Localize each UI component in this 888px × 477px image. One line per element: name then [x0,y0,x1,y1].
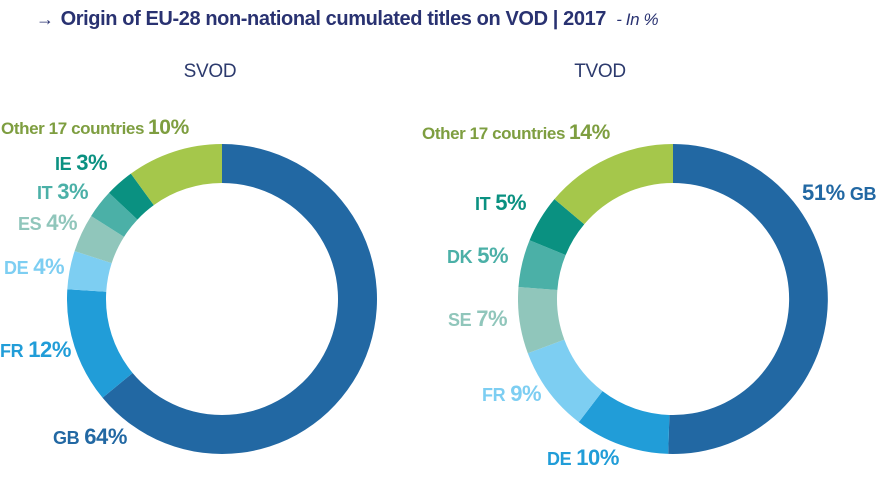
svod-label-it: IT 3% [37,179,89,204]
svod-donut-chart [67,144,377,454]
tvod-label-dk: DK 5% [447,243,509,268]
svod-slice-other-17-countries [130,144,222,206]
svod-label-other-pct: 10% [148,116,189,139]
svod-label-other: Other 17 countries 10% [1,117,189,138]
svod-label-de-name: DE [4,258,29,278]
tvod-donut-chart [518,144,828,454]
svod-label-gb-name: GB [53,428,80,448]
page-title: → Origin of EU-28 non-national cumulated … [36,8,659,31]
tvod-label-fr: FR 9% [482,381,542,406]
svod-chart-title: SVOD [183,61,237,82]
arrow-icon: → [36,9,54,29]
tvod-label-de-name: DE [547,449,572,469]
page-title-unit: - In % [616,10,659,29]
tvod-chart-title: TVOD [574,61,626,82]
svod-label-es-pct: 4% [46,210,78,235]
svod-label-fr: FR 12% [0,339,71,361]
tvod-slice-fr [527,339,603,423]
svod-slice-gb [102,144,377,454]
tvod-label-gb: 51% GB [802,182,876,204]
tvod-label-de-pct: 10% [576,445,620,470]
tvod-slice-dk [518,240,566,290]
svod-slice-es [74,215,125,264]
tvod-label-dk-pct: 5% [477,243,509,268]
tvod-label-fr-name: FR [482,385,506,405]
svod-label-it-pct: 3% [57,179,89,204]
svod-label-ie: IE 3% [55,150,108,175]
tvod-slice-de [578,391,670,454]
svod-label-es: ES 4% [18,210,78,235]
tvod-label-dk-name: DK [447,247,473,267]
svod-label-de: DE 4% [4,254,65,279]
tvod-label-se-name: SE [448,310,472,330]
tvod-label-fr-pct: 9% [510,381,542,406]
svod-label-fr-name: FR [0,341,24,361]
svod-slice-de [67,251,112,292]
tvod-label-gb-name: GB [849,184,877,204]
tvod-label-gb-pct: 51% [802,180,845,205]
tvod-slice-other-17-countries [554,144,673,225]
tvod-slice-it [529,199,585,256]
tvod-label-it-pct: 5% [495,190,527,215]
tvod-label-other-name: Other 17 countries [422,124,566,143]
svod-label-ie-name: IE [55,154,72,174]
tvod-label-other: Other 17 countries 14% [422,122,610,143]
svod-slice-fr [67,289,133,398]
svod-label-it-name: IT [37,183,53,203]
tvod-slice-gb [668,144,828,454]
svod-label-fr-pct: 12% [28,337,72,362]
svod-slice-it [91,192,138,237]
svod-slice-ie [109,173,154,220]
tvod-label-it-name: IT [475,194,491,214]
svod-label-de-pct: 4% [33,254,65,279]
tvod-label-it: IT 5% [475,190,527,215]
tvod-label-se-pct: 7% [476,306,508,331]
tvod-label-se: SE 7% [448,306,508,331]
svod-label-other-name: Other 17 countries [1,119,145,138]
page-title-text: Origin of EU-28 non-national cumulated t… [60,8,607,30]
svod-label-gb: GB 64% [53,426,127,448]
svod-label-es-name: ES [18,214,42,234]
tvod-label-de: DE 10% [547,447,619,469]
tvod-label-other-pct: 14% [569,121,610,144]
svod-label-gb-pct: 64% [84,424,128,449]
svod-label-ie-pct: 3% [76,150,108,175]
tvod-slice-se [518,286,565,354]
